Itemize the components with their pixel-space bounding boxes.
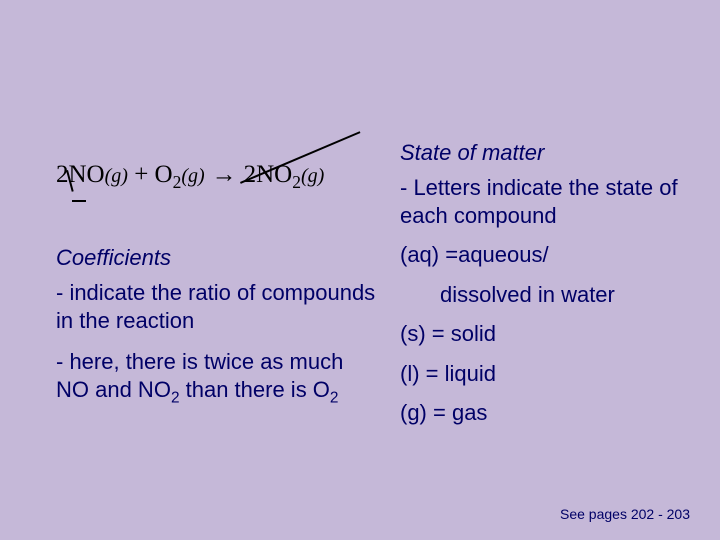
- coefficients-desc-2: - here, there is twice as much NO and NO…: [56, 348, 376, 407]
- coef-desc-2-sub: 2: [171, 389, 180, 406]
- state-g: (g) = gas: [400, 399, 690, 427]
- coef-desc-2-sub2: 2: [330, 389, 339, 406]
- state-l: (l) = liquid: [400, 360, 690, 388]
- right-column: State of matter - Letters indicate the s…: [400, 140, 690, 439]
- state-1: (g): [105, 165, 128, 187]
- coefficients-heading: Coefficients: [56, 245, 376, 271]
- state-desc: - Letters indicate the state of each com…: [400, 174, 690, 229]
- state-s: (s) = solid: [400, 320, 690, 348]
- state-aq: (aq) =aqueous/: [400, 241, 690, 269]
- coefficient-3: 2: [244, 161, 257, 188]
- state-2: (g): [181, 165, 204, 187]
- coefficients-desc-1: - indicate the ratio of compounds in the…: [56, 279, 376, 334]
- reaction-arrow: →: [205, 160, 244, 188]
- plus-sign: +: [128, 161, 155, 188]
- page-reference: See pages 202 - 203: [560, 506, 690, 522]
- subscript-3: 2: [292, 172, 301, 192]
- state-3: (g): [301, 165, 324, 187]
- coefficient-1: 2: [56, 161, 69, 188]
- state-aq-2: dissolved in water: [440, 281, 690, 309]
- state-heading: State of matter: [400, 140, 690, 166]
- coefficient-pointer-2: [72, 200, 86, 202]
- chemical-equation: 2NO(g) + O2(g) → 2NO2(g): [56, 160, 376, 193]
- coef-desc-2b: than there is O: [180, 377, 330, 402]
- compound-1: NO: [69, 161, 105, 188]
- compound-2: O: [155, 161, 173, 188]
- slide-content: 2NO(g) + O2(g) → 2NO2(g) Coefficients - …: [0, 140, 720, 540]
- left-column: 2NO(g) + O2(g) → 2NO2(g) Coefficients - …: [56, 140, 376, 421]
